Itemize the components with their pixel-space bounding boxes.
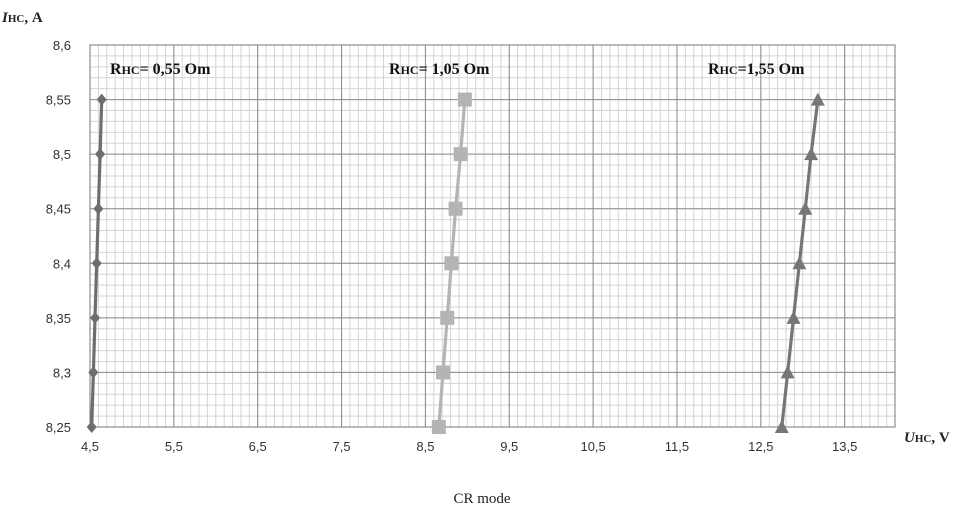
chart-caption: CR mode: [453, 491, 510, 507]
series-label-1: RНС= 1,05 Om: [389, 61, 490, 78]
y-axis-title: IНС, A: [1, 10, 43, 26]
x-tick-labels: 4,5 5,5 6,5 7,5 8,5 9,5 10,5 11,5 12,5 13,5: [81, 439, 857, 454]
series-label-2: RНС=1,55 Om: [708, 61, 805, 78]
x-tick-label: 5,5: [165, 439, 183, 454]
data-point: [93, 202, 104, 215]
data-point: [810, 92, 825, 106]
x-tick-label: 6,5: [249, 439, 267, 454]
series-label-0-tail: = 0,55 Om: [140, 61, 212, 78]
series-label-2-main: R: [708, 61, 720, 78]
data-point: [440, 310, 455, 325]
series-label-1-tail: = 1,05 Om: [419, 61, 491, 78]
y-tick-label: 8,25: [46, 420, 71, 435]
y-axis-title-unit: , A: [24, 10, 43, 26]
data-point: [798, 201, 813, 215]
data-point: [91, 257, 102, 270]
data-point: [774, 420, 789, 433]
series-label-0: RНС= 0,55 Om: [110, 61, 211, 78]
y-axis-title-symbol: I: [1, 10, 9, 26]
series-label-0-main: R: [110, 61, 122, 78]
y-tick-label: 8,6: [53, 38, 71, 53]
grid-major: [89, 44, 895, 428]
data-point: [96, 93, 107, 106]
x-axis-title-symbol: U: [904, 430, 916, 446]
series-label-0-sub: НС: [122, 63, 140, 77]
series-label-2-sub: НС: [720, 63, 738, 77]
x-tick-label: 7,5: [333, 439, 351, 454]
x-tick-label: 8,5: [416, 439, 434, 454]
y-tick-label: 8,4: [53, 256, 71, 271]
data-point: [95, 148, 106, 161]
x-axis-title-unit: , V: [931, 430, 950, 446]
series-0: [86, 93, 107, 433]
y-tick-labels: 8,25 8,3 8,35 8,4 8,45 8,5 8,55 8,6: [46, 38, 71, 435]
series-label-1-main: R: [389, 61, 401, 78]
series-label-1-sub: НС: [401, 63, 419, 77]
x-axis-title-subscript: НС: [915, 433, 932, 445]
series-label-2-tail: =1,55 Om: [738, 61, 806, 78]
x-tick-label: 4,5: [81, 439, 99, 454]
x-tick-label: 10,5: [580, 439, 605, 454]
data-point: [448, 201, 463, 216]
data-point: [453, 147, 468, 162]
series-layer: [86, 92, 825, 434]
data-point: [86, 421, 97, 433]
data-point: [786, 310, 801, 324]
data-point: [780, 365, 795, 379]
y-tick-label: 8,3: [53, 365, 71, 380]
x-tick-label: 9,5: [500, 439, 518, 454]
y-tick-label: 8,35: [46, 311, 71, 326]
y-tick-label: 8,5: [53, 147, 71, 162]
grid-minor: [89, 44, 896, 428]
data-point: [804, 147, 819, 161]
x-tick-label: 11,5: [665, 439, 689, 454]
data-point: [436, 365, 451, 380]
y-tick-label: 8,55: [46, 93, 71, 108]
data-point: [90, 311, 101, 324]
x-axis-title: UНС, V: [904, 430, 950, 446]
data-point: [88, 366, 99, 379]
x-tick-label: 13,5: [832, 439, 857, 454]
y-axis-title-subscript: НС: [8, 13, 25, 25]
plot-border: [89, 44, 896, 428]
data-point: [444, 256, 459, 271]
series-1: [431, 92, 472, 434]
x-tick-label: 12,5: [748, 439, 773, 454]
data-point: [431, 420, 446, 434]
data-point: [457, 92, 472, 107]
y-tick-label: 8,45: [46, 202, 71, 217]
plot-frame: [89, 44, 896, 428]
data-point: [792, 256, 807, 270]
series-2: [774, 92, 825, 433]
